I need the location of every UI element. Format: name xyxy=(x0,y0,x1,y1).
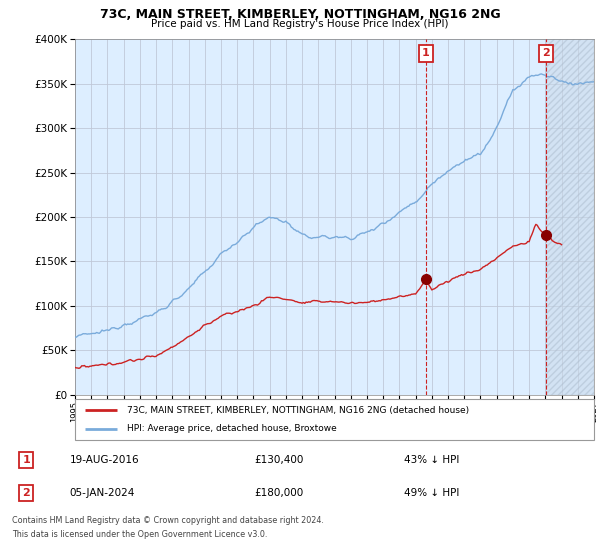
Text: 73C, MAIN STREET, KIMBERLEY, NOTTINGHAM, NG16 2NG: 73C, MAIN STREET, KIMBERLEY, NOTTINGHAM,… xyxy=(100,8,500,21)
Text: This data is licensed under the Open Government Licence v3.0.: This data is licensed under the Open Gov… xyxy=(12,530,268,539)
Text: Price paid vs. HM Land Registry's House Price Index (HPI): Price paid vs. HM Land Registry's House … xyxy=(151,19,449,29)
Text: 2: 2 xyxy=(23,488,30,498)
Bar xyxy=(546,39,594,395)
Text: HPI: Average price, detached house, Broxtowe: HPI: Average price, detached house, Brox… xyxy=(127,424,337,433)
Text: 73C, MAIN STREET, KIMBERLEY, NOTTINGHAM, NG16 2NG (detached house): 73C, MAIN STREET, KIMBERLEY, NOTTINGHAM,… xyxy=(127,405,469,414)
Text: Contains HM Land Registry data © Crown copyright and database right 2024.: Contains HM Land Registry data © Crown c… xyxy=(12,516,324,525)
Text: 49% ↓ HPI: 49% ↓ HPI xyxy=(404,488,459,498)
FancyBboxPatch shape xyxy=(75,399,594,440)
Text: 05-JAN-2024: 05-JAN-2024 xyxy=(70,488,135,498)
Text: 2: 2 xyxy=(542,48,550,58)
Text: £180,000: £180,000 xyxy=(254,488,303,498)
Text: £130,400: £130,400 xyxy=(254,455,303,465)
Text: 19-AUG-2016: 19-AUG-2016 xyxy=(70,455,139,465)
Text: 1: 1 xyxy=(23,455,30,465)
Text: 43% ↓ HPI: 43% ↓ HPI xyxy=(404,455,459,465)
Text: 1: 1 xyxy=(422,48,430,58)
